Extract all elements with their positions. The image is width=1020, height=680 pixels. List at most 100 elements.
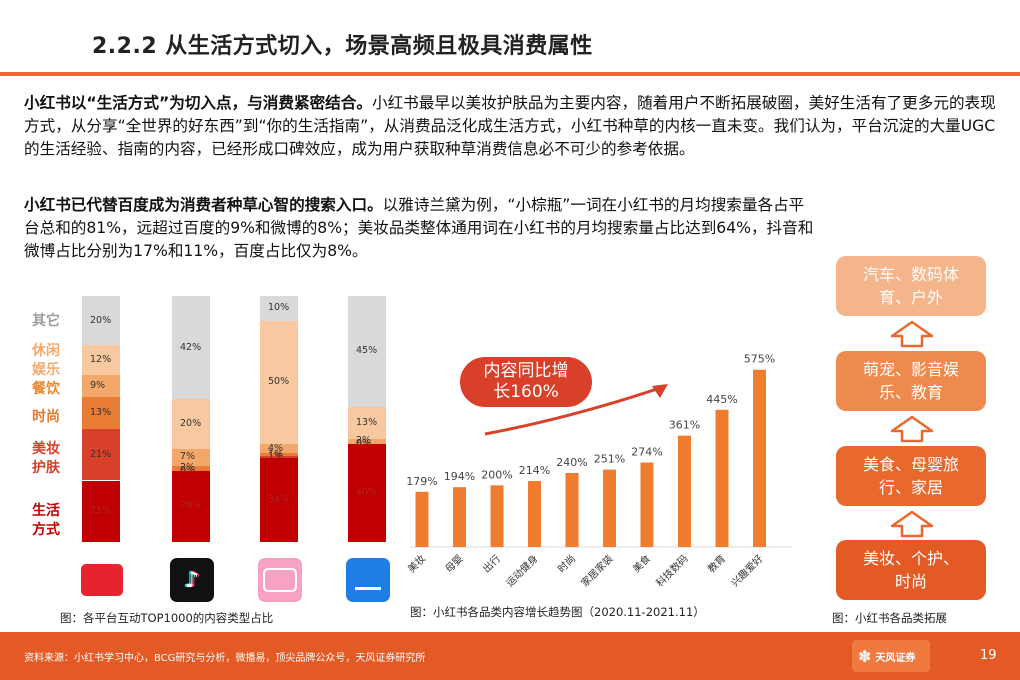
bar-segment [82,428,120,481]
footer-source: 资料来源：小红书学习中心，BCG研究与分析，微播易，顶尖品牌公众号，天风证券研究… [24,653,426,664]
category-tick-label: 出行 [480,552,503,575]
footer-bar [0,632,1020,680]
paragraph-lifestyle: 小红书以“生活方式”为切入点，与消费紧密结合。小红书最早以美妆护肤品为主要内容，… [24,92,1004,161]
bar-data-label: 214% [519,464,550,477]
brand-logo: ✽ 天风证券 [852,640,930,672]
segment-label: 0% [356,438,371,449]
para2-body: 以雅诗兰黛为例，“小棕瓶”一词在小红书的月均搜索量各占平台总和的81%，远超过百… [24,196,814,260]
bilibili-logo-icon [258,558,302,602]
bar-segment [260,453,298,456]
bar-data-label: 179% [406,475,437,488]
growth-bar [528,481,541,547]
growth-chart-caption: 图：小红书各品类内容增长趋势图（2020.11-2021.11） [410,605,705,619]
segment-label: 2% [180,462,196,474]
stacked-bar: 45%13%2%0%0%40% [348,296,386,542]
ladder-step: 美妆、个护、时尚 [836,540,986,600]
segment-label: 10% [268,302,290,314]
stacked-bar: 10% 50% 4% 1% 1% 34% [260,296,298,542]
bar-data-label: 445% [706,393,737,406]
segment-label: 0% [356,438,371,449]
bar-segment [82,480,120,542]
category-tick-label: 兴趣爱好 [728,552,765,589]
bar-segment [260,320,298,444]
segment-label: 25% [90,505,112,517]
category-label: 其它 [32,313,60,329]
segment-label: 2% [356,435,372,447]
segment-label: 9% [90,379,106,391]
segment-label: 50% [268,376,290,388]
trend-arrow-icon [484,384,668,436]
stack-chart-caption: 图：各平台互动TOP1000的内容类型占比 [60,611,274,625]
ladder-step: 美食、母婴旅行、家居 [836,446,986,506]
up-arrow-icon [890,415,934,447]
segment-label: 21% [90,448,112,460]
up-arrow-icon [890,510,934,542]
segment-label: 20% [180,417,202,429]
category-tick-label: 美妆 [405,552,428,575]
title-rule [0,72,1020,76]
slide-title: 2.2.2 从生活方式切入，场景高频且极具消费属性 [92,34,593,59]
category-tick-label: 母婴 [443,553,466,576]
bar-segment [260,443,298,454]
growth-bar [640,462,654,547]
bar-data-label: 575% [744,353,775,366]
bar-segment [172,448,210,466]
bar-segment [348,438,386,444]
bar-segment [172,465,210,471]
growth-bar [603,469,616,547]
growth-callout: 内容同比增长160% [460,357,592,407]
segment-label: 45% [356,345,378,357]
bar-segment [172,296,210,400]
paragraph-search: 小红书已代替百度成为消费者种草心智的搜索入口。以雅诗兰黛为例，“小棕瓶”一词在小… [24,194,814,263]
bar-segment [348,296,386,407]
segment-label: 20% [90,314,112,326]
bar-data-label: 274% [631,446,662,459]
segment-label: 7% [180,451,196,463]
stacked-bar: 20% 12% 9% 13% 21% 25% [82,296,120,542]
bar-segment [82,396,120,429]
growth-bar [565,473,579,547]
bar-data-label: 200% [481,468,512,481]
bar-segment [82,296,120,346]
bar-data-label: 240% [556,456,587,469]
growth-bar [753,369,766,547]
growth-bar [453,487,466,547]
page-number: 19 [980,648,997,663]
brand-name: 天风证券 [875,652,916,664]
bar-segment [172,470,210,542]
para2-lead: 小红书已代替百度成为消费者种草心智的搜索入口。 [24,196,383,214]
ladder-step: 萌宠、影音娱乐、教育 [836,351,986,411]
ladder-step: 汽车、数码体育、户外 [836,256,986,316]
segment-label: 34% [268,494,290,506]
bar-segment [172,399,210,449]
stacked-bar: 42% 20% 7%2%0% 29% [172,296,210,542]
category-tick-label: 运动健身 [503,552,540,589]
category-label: 生活方式 [32,503,60,538]
bar-segment [348,406,386,439]
growth-bar [678,435,691,547]
segment-label: 13% [356,416,378,428]
brand-mark-icon: ✽ [858,646,872,666]
segment-label: 40% [356,486,378,498]
category-tick-label: 美食 [630,552,653,575]
segment-label: 42% [180,341,202,353]
bar-segment [260,455,298,459]
growth-bar [415,491,429,547]
zhihu-logo-icon [346,558,390,602]
bar-data-label: 251% [594,453,625,466]
category-label: 美妆护肤 [32,441,60,476]
douyin-logo-icon: ♪ [170,558,214,602]
category-tick-label: 科技数码 [653,552,690,589]
bar-data-label: 194% [444,470,475,483]
growth-bar [715,409,729,547]
segment-label: 29% [180,500,202,512]
category-label: 餐饮 [32,381,60,397]
segment-label: 1% [268,451,284,463]
bar-segment [260,296,298,321]
ladder-caption: 图：小红书各品类拓展 [832,611,947,625]
bar-data-label: 361% [669,419,700,432]
segment-label: 0% [180,465,195,476]
bar-segment [82,374,120,397]
segment-label: 13% [90,406,112,418]
category-label: 时尚 [32,409,60,425]
